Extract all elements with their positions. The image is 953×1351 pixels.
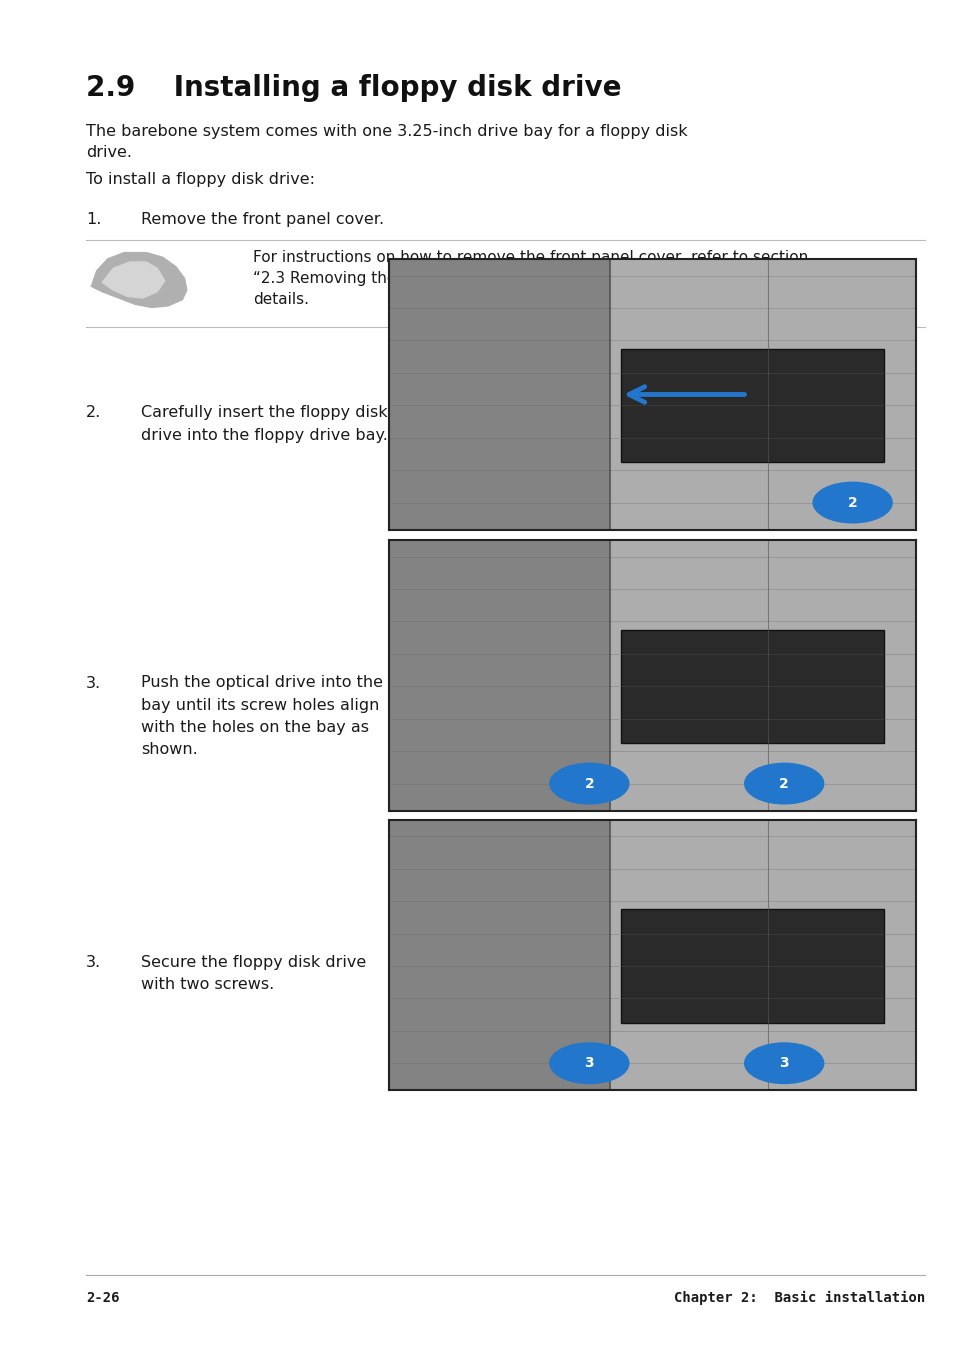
Text: 2.: 2. — [86, 405, 101, 420]
Bar — [620, 349, 883, 462]
Text: 3.: 3. — [86, 676, 101, 690]
Text: 2: 2 — [847, 496, 857, 509]
Text: Push the optical drive into the
bay until its screw holes align
with the holes o: Push the optical drive into the bay unti… — [141, 676, 383, 757]
Circle shape — [744, 1043, 822, 1084]
Circle shape — [812, 482, 891, 523]
Text: 2: 2 — [584, 777, 594, 790]
Text: 2-26: 2-26 — [86, 1292, 119, 1305]
Polygon shape — [91, 253, 187, 308]
Circle shape — [744, 763, 822, 804]
Polygon shape — [102, 262, 165, 299]
Text: 2: 2 — [779, 777, 788, 790]
Text: 3.: 3. — [86, 955, 101, 970]
Text: 2.9    Installing a floppy disk drive: 2.9 Installing a floppy disk drive — [86, 74, 620, 103]
Circle shape — [549, 763, 628, 804]
Text: Remove the front panel cover.: Remove the front panel cover. — [141, 212, 384, 227]
Text: The barebone system comes with one 3.25-inch drive bay for a floppy disk
drive.: The barebone system comes with one 3.25-… — [86, 124, 687, 161]
Bar — [620, 909, 883, 1023]
Text: 3: 3 — [584, 1056, 594, 1070]
Text: Chapter 2:  Basic installation: Chapter 2: Basic installation — [674, 1292, 924, 1305]
Text: 3: 3 — [779, 1056, 788, 1070]
Text: For instructions on how to remove the front panel cover, refer to section
“2.3 R: For instructions on how to remove the fr… — [253, 250, 807, 307]
Text: Carefully insert the floppy disk
drive into the floppy drive bay.: Carefully insert the floppy disk drive i… — [141, 405, 388, 443]
Bar — [620, 630, 883, 743]
Text: 1.: 1. — [86, 212, 101, 227]
Circle shape — [549, 1043, 628, 1084]
Text: Secure the floppy disk drive
with two screws.: Secure the floppy disk drive with two sc… — [141, 955, 366, 993]
Text: To install a floppy disk drive:: To install a floppy disk drive: — [86, 172, 314, 186]
